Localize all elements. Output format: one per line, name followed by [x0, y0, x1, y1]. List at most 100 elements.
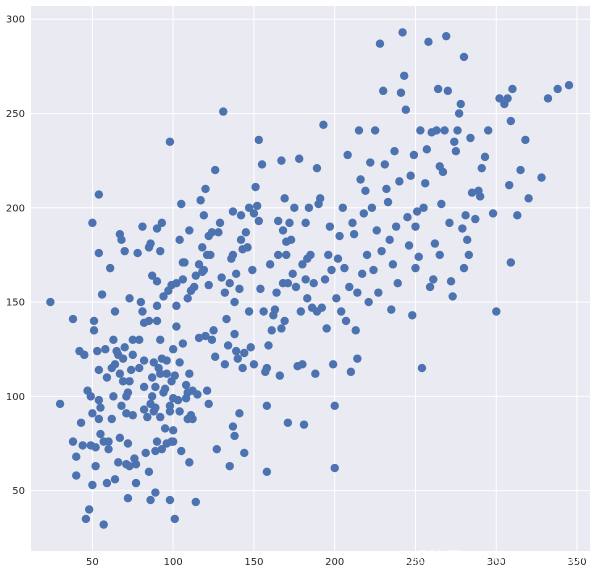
data-point	[248, 265, 257, 275]
data-point	[193, 390, 202, 399]
data-point	[177, 446, 186, 456]
data-point	[180, 258, 189, 267]
data-point	[209, 326, 218, 335]
data-point	[446, 277, 456, 286]
data-point	[369, 265, 378, 275]
data-point	[107, 414, 116, 424]
data-point	[338, 203, 348, 212]
data-point	[152, 277, 162, 286]
x-tick-label: 300	[487, 557, 506, 568]
data-point	[432, 126, 441, 135]
data-point	[210, 165, 220, 175]
data-point	[311, 369, 320, 378]
data-point	[139, 356, 149, 365]
data-point	[564, 81, 574, 90]
data-point	[115, 369, 125, 378]
data-point	[210, 352, 220, 361]
data-point	[332, 294, 341, 303]
data-point	[438, 167, 448, 177]
data-point	[114, 458, 123, 467]
data-point	[270, 305, 280, 314]
data-point	[306, 250, 315, 260]
data-point	[72, 452, 81, 461]
data-point	[110, 307, 120, 316]
data-point	[97, 290, 107, 299]
data-point	[88, 409, 97, 418]
data-point	[251, 182, 260, 192]
data-point	[109, 335, 118, 344]
data-point	[144, 316, 154, 326]
data-point	[147, 271, 157, 280]
data-point	[443, 86, 453, 96]
data-point	[230, 329, 239, 339]
data-point	[400, 71, 409, 80]
data-point	[425, 282, 435, 292]
data-point	[201, 331, 210, 341]
data-point	[165, 495, 175, 505]
data-point	[275, 371, 285, 380]
data-point	[262, 363, 272, 373]
data-point	[128, 335, 137, 344]
data-point	[115, 433, 125, 443]
data-point	[105, 263, 115, 273]
data-point	[156, 246, 165, 256]
data-point	[191, 497, 200, 507]
data-point	[236, 211, 246, 220]
data-point	[128, 350, 137, 360]
data-point	[459, 52, 469, 62]
data-point	[442, 31, 451, 41]
data-point	[396, 88, 406, 97]
data-point	[240, 448, 249, 458]
data-point	[138, 222, 147, 231]
data-point	[135, 335, 144, 344]
y-tick-label: 150	[6, 298, 25, 309]
data-point	[220, 288, 230, 297]
data-point	[151, 446, 160, 456]
data-point	[170, 514, 179, 524]
data-point	[277, 156, 286, 165]
data-point	[139, 382, 149, 392]
data-point	[151, 403, 160, 412]
data-point	[222, 314, 231, 324]
data-point	[290, 203, 299, 212]
data-point	[94, 365, 104, 375]
data-point	[467, 188, 477, 197]
data-point	[333, 254, 343, 263]
data-point	[136, 297, 146, 307]
data-point	[170, 371, 179, 380]
data-point	[196, 196, 205, 205]
data-point	[93, 346, 102, 356]
data-point	[88, 480, 97, 490]
data-point	[440, 126, 449, 135]
data-point	[141, 448, 150, 458]
data-point	[259, 307, 268, 316]
data-point	[123, 388, 133, 397]
data-point	[228, 422, 238, 431]
data-point	[513, 211, 522, 220]
data-point	[91, 461, 100, 471]
data-point	[231, 269, 241, 278]
data-point	[175, 407, 184, 416]
data-point	[335, 231, 344, 241]
data-point	[189, 282, 199, 292]
data-point	[168, 345, 178, 354]
data-point	[291, 282, 301, 292]
data-point	[283, 418, 293, 427]
data-point	[207, 228, 217, 237]
data-point	[341, 316, 351, 326]
data-point	[109, 392, 118, 401]
data-point	[330, 463, 339, 473]
data-point	[131, 478, 141, 488]
data-point	[117, 401, 126, 410]
data-point	[298, 260, 307, 269]
data-point	[249, 360, 259, 369]
data-point	[86, 392, 95, 401]
data-point	[374, 288, 383, 297]
data-point	[424, 37, 433, 47]
data-point	[152, 316, 162, 326]
data-point	[349, 229, 359, 239]
data-point	[508, 84, 517, 94]
x-tick-label: 350	[568, 557, 587, 568]
data-point	[185, 369, 194, 378]
data-point	[458, 224, 467, 233]
